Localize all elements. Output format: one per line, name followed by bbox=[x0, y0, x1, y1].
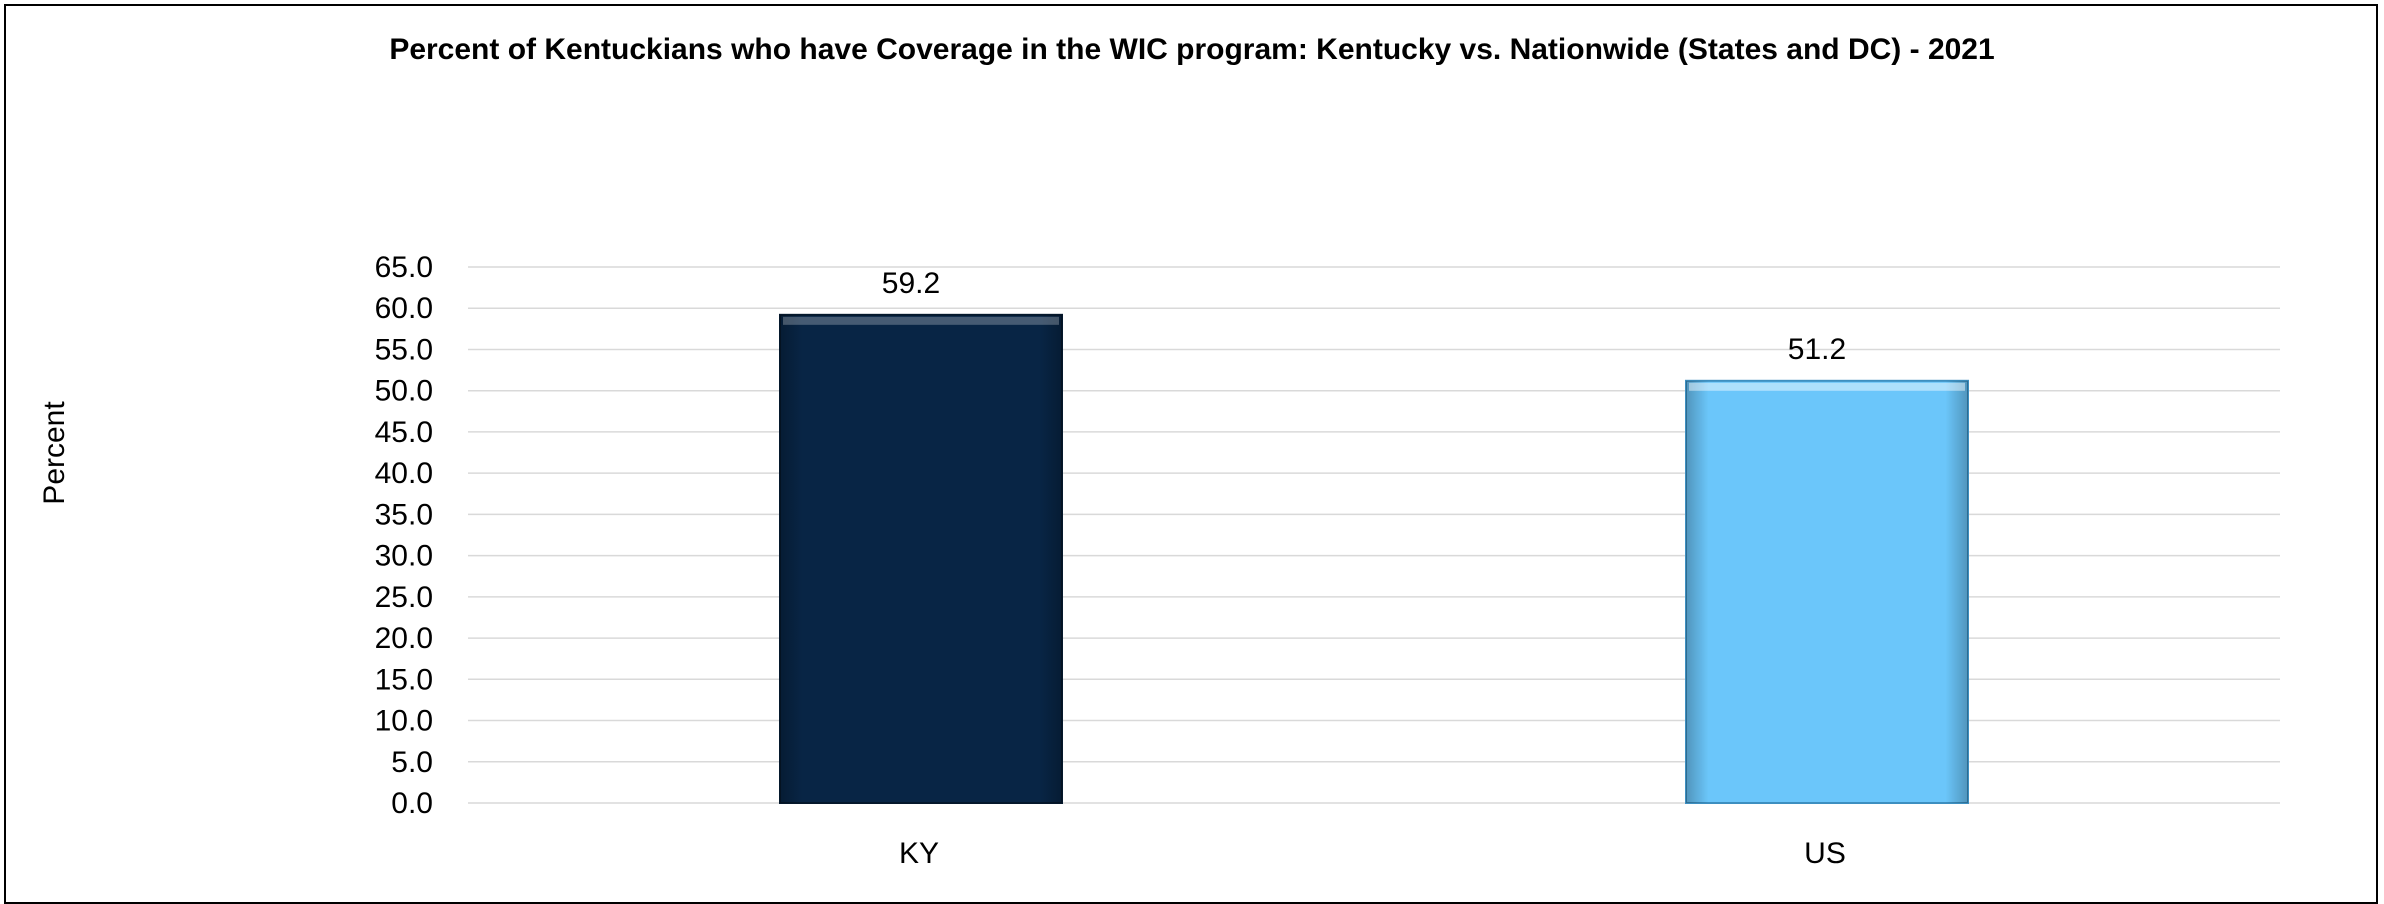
y-axis-ticks: 0.0 5.0 10.0 15.0 20.0 25.0 30.0 35.0 40.0 45.0 50… bbox=[375, 251, 433, 820]
y-tick-label: 55.0 bbox=[375, 333, 433, 366]
bar-ky bbox=[779, 313, 1063, 804]
x-axis-categories: KY US bbox=[899, 837, 1846, 870]
data-label: 59.2 bbox=[882, 267, 940, 300]
data-label: 51.2 bbox=[1788, 333, 1846, 366]
y-tick-label: 5.0 bbox=[391, 746, 433, 779]
bar-bevel-shade bbox=[1686, 380, 1968, 803]
y-axis-label: Percent bbox=[38, 401, 71, 505]
x-category-label: KY bbox=[899, 837, 939, 870]
y-tick-label: 25.0 bbox=[375, 581, 433, 614]
bar-us bbox=[1685, 379, 1969, 804]
bars bbox=[779, 313, 1969, 804]
y-tick-label: 20.0 bbox=[375, 622, 433, 655]
gridlines bbox=[468, 266, 2280, 804]
y-tick-label: 10.0 bbox=[375, 705, 433, 738]
y-tick-label: 0.0 bbox=[391, 787, 433, 820]
y-tick-label: 40.0 bbox=[375, 457, 433, 490]
chart-title: Percent of Kentuckians who have Coverage… bbox=[389, 33, 1994, 66]
y-tick-label: 50.0 bbox=[375, 375, 433, 408]
bar-bevel-shade bbox=[780, 314, 1062, 803]
x-category-label: US bbox=[1804, 837, 1846, 870]
y-tick-label: 60.0 bbox=[375, 292, 433, 325]
bar-top-highlight bbox=[783, 316, 1059, 325]
y-tick-label: 65.0 bbox=[375, 251, 433, 284]
y-tick-label: 15.0 bbox=[375, 663, 433, 696]
bar-top-highlight bbox=[1689, 382, 1965, 391]
chart-frame bbox=[4, 4, 2378, 904]
y-tick-label: 45.0 bbox=[375, 416, 433, 449]
y-tick-label: 30.0 bbox=[375, 540, 433, 573]
data-labels: 59.2 51.2 bbox=[882, 267, 1846, 366]
y-tick-label: 35.0 bbox=[375, 498, 433, 531]
